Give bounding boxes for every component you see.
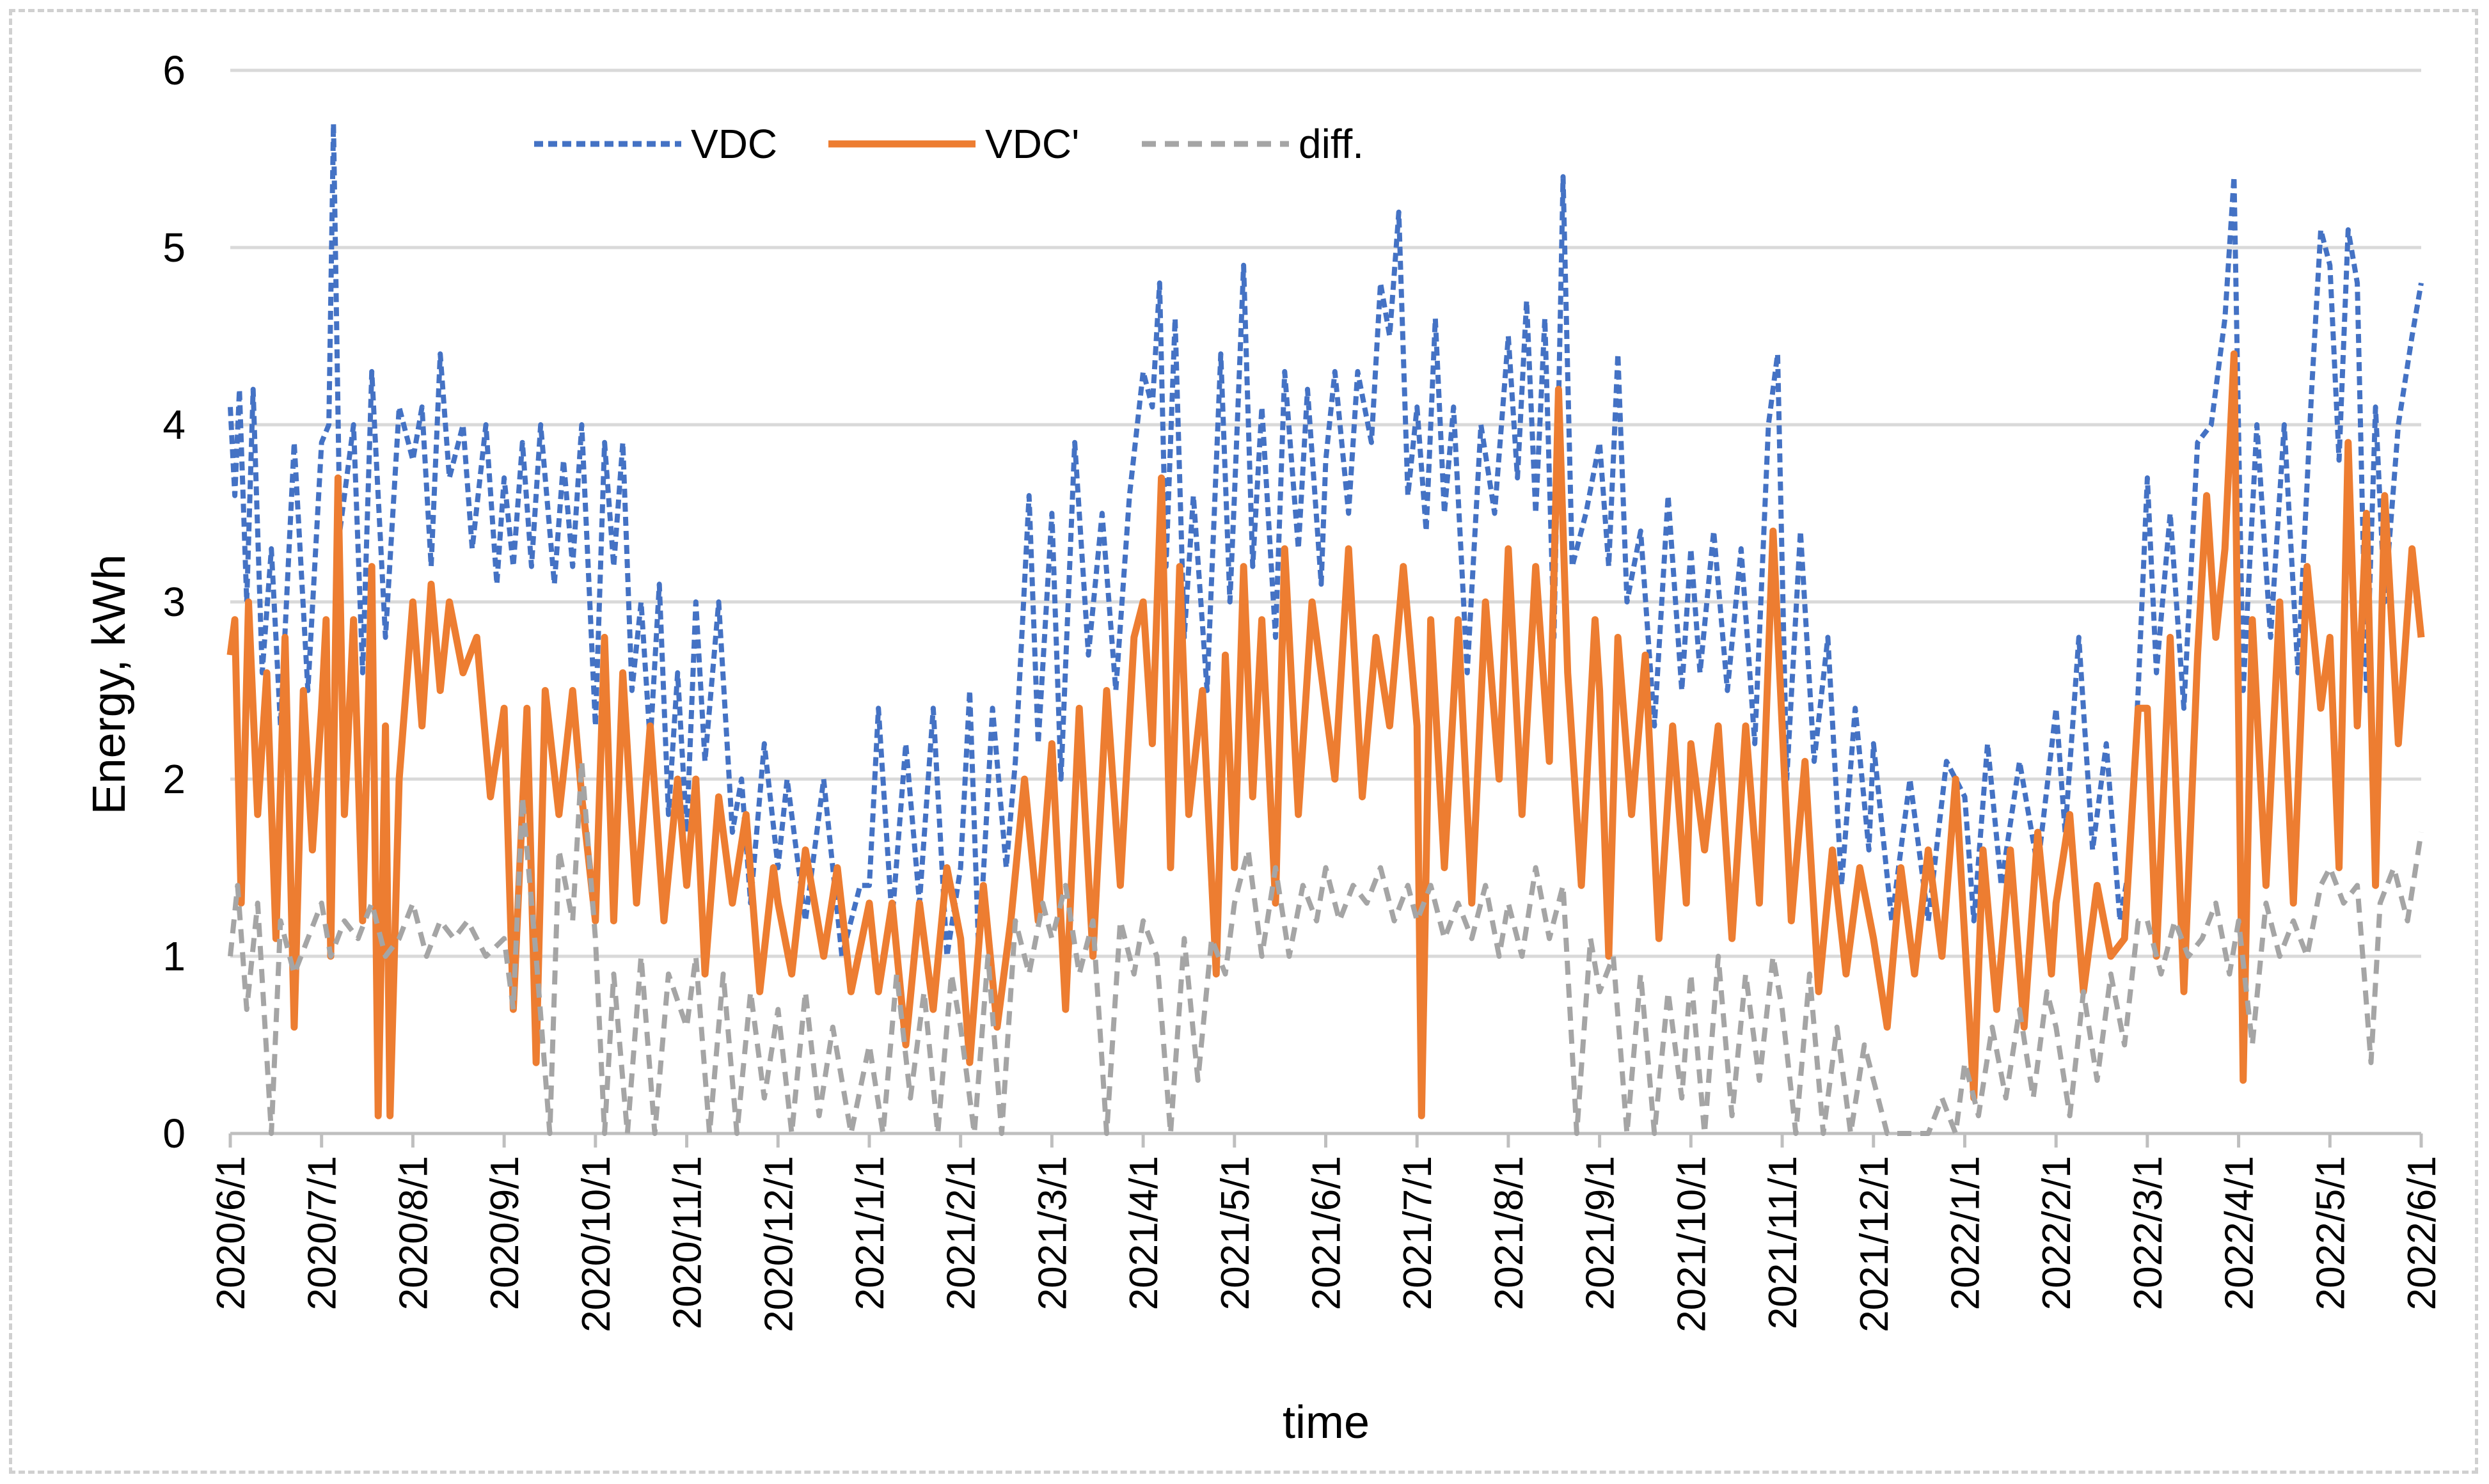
x-tick-label: 2020/6/1 xyxy=(209,1156,253,1310)
x-tick-label: 2021/6/1 xyxy=(1305,1156,1349,1310)
legend: VDC VDC' diff. xyxy=(534,121,1364,167)
x-tick-label: 2020/11/1 xyxy=(666,1156,710,1329)
x-tick-label: 2020/9/1 xyxy=(483,1156,527,1310)
y-tick-label: 4 xyxy=(162,402,186,448)
x-tick-label: 2022/4/1 xyxy=(2218,1156,2262,1310)
gridlines xyxy=(228,68,2423,1148)
x-tick-label: 2021/3/1 xyxy=(1031,1156,1075,1310)
x-tick-label: 2021/9/1 xyxy=(1579,1156,1623,1310)
y-tick-label: 5 xyxy=(162,225,186,271)
x-tick-label: 2021/4/1 xyxy=(1122,1156,1166,1310)
x-tick-label: 2021/8/1 xyxy=(1487,1156,1531,1310)
x-axis-title: time xyxy=(1283,1397,1370,1448)
x-tick-label: 2020/10/1 xyxy=(574,1156,619,1332)
series-line-vdc xyxy=(228,121,2424,959)
x-tick-label: 2021/12/1 xyxy=(1853,1156,1897,1332)
x-tick-label: 2021/5/1 xyxy=(1213,1156,1258,1310)
legend-label-1: VDC xyxy=(691,121,777,167)
chart-frame xyxy=(9,9,2478,1474)
x-tick-label: 2020/8/1 xyxy=(391,1156,436,1310)
legend-label-2: VDC' xyxy=(985,121,1079,167)
y-tick-label: 1 xyxy=(162,933,186,979)
x-tick-label: 2022/1/1 xyxy=(1943,1156,1987,1310)
x-tick-labels: 2020/6/1 2020/7/1 2020/8/1 2020/9/1 2020/10/… xyxy=(209,1156,2444,1332)
series-line-diff xyxy=(228,759,2424,1136)
x-tick-label: 2020/7/1 xyxy=(301,1156,345,1310)
y-tick-label: 6 xyxy=(162,47,186,93)
x-tick-label: 2021/1/1 xyxy=(848,1156,892,1310)
x-tick-label: 2020/12/1 xyxy=(757,1156,801,1332)
x-tick-label: 2022/5/1 xyxy=(2309,1156,2353,1310)
legend-label-3: diff. xyxy=(1299,121,1364,167)
y-tick-label: 3 xyxy=(162,579,186,625)
y-axis-title: Energy, kWh xyxy=(84,555,135,815)
x-tick-label: 2022/3/1 xyxy=(2126,1156,2170,1310)
x-tick-label: 2021/10/1 xyxy=(1670,1156,1714,1332)
x-tick-label: 2021/7/1 xyxy=(1396,1156,1440,1310)
x-tick-label: 2021/11/1 xyxy=(1761,1156,1805,1329)
y-tick-labels: 0 1 2 3 4 5 6 xyxy=(162,47,186,1156)
x-tick-label: 2022/6/1 xyxy=(2400,1156,2444,1310)
series-line-vdc-prime xyxy=(226,350,2425,1119)
x-tick-label: 2022/2/1 xyxy=(2035,1156,2079,1310)
y-tick-label: 2 xyxy=(162,756,186,802)
series-lines xyxy=(226,121,2425,1136)
x-tick-label: 2021/2/1 xyxy=(940,1156,984,1310)
y-tick-label: 0 xyxy=(162,1110,186,1156)
